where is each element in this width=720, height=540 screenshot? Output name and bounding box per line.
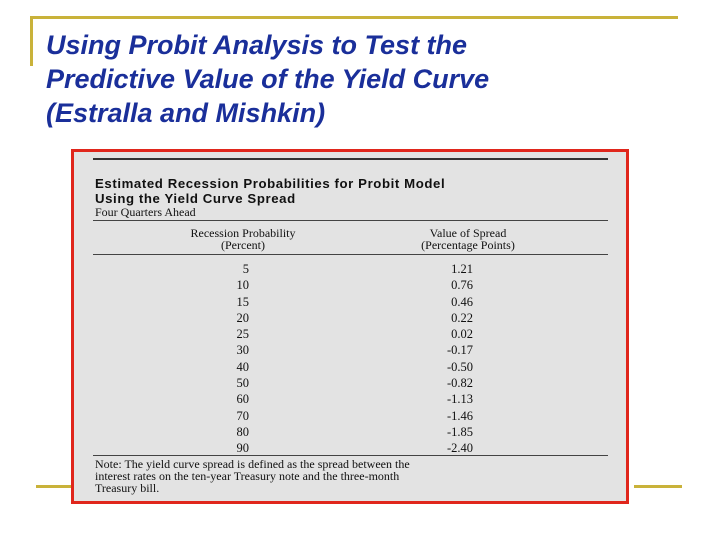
probability-cell: 90 — [236, 441, 250, 456]
probability-cell: 60 — [236, 392, 250, 407]
slide-title-line: Predictive Value of the Yield Curve — [46, 64, 490, 94]
probability-cell: 10 — [236, 278, 250, 293]
probability-cell: 25 — [236, 327, 250, 342]
table-row: 50 -0.82 — [93, 375, 608, 391]
table-note-line: interest rates on the ten-year Treasury … — [95, 469, 400, 483]
slide-title-line: (Estralla and Mishkin) — [46, 98, 326, 128]
column-header-line: Value of Spread — [429, 226, 507, 240]
probability-cell: 40 — [236, 359, 250, 374]
spread-cell: 0.22 — [451, 310, 473, 325]
spread-cell: -0.50 — [446, 359, 473, 374]
bottom-right-accent-line — [634, 485, 682, 488]
table-subtitle: Four Quarters Ahead — [95, 205, 196, 219]
spread-cell: 1.21 — [451, 262, 473, 276]
probability-cell: 5 — [242, 262, 249, 276]
table-row: 90 -2.40 — [93, 440, 608, 456]
probability-cell: 80 — [236, 424, 250, 439]
table-row: 30 -0.17 — [93, 342, 608, 358]
table-column-header-rule — [93, 254, 608, 255]
column-header-line: Recession Probability — [190, 226, 296, 240]
probability-cell: 20 — [236, 310, 250, 325]
bottom-left-accent-line — [36, 485, 72, 488]
spread-cell: -0.82 — [446, 376, 473, 391]
spread-cell: 0.02 — [451, 327, 473, 342]
spread-cell: 0.76 — [451, 278, 473, 293]
table-row: 60 -1.13 — [93, 391, 608, 407]
spread-cell: -1.46 — [446, 408, 473, 423]
table-row: 5 1.21 — [93, 261, 608, 277]
spread-cell: -2.40 — [446, 441, 473, 456]
table-row: 15 0.46 — [93, 294, 608, 310]
spread-cell: 0.46 — [451, 294, 473, 309]
column-header-spread: Value of Spread (Percentage Points) — [383, 227, 553, 251]
spread-cell: -1.85 — [446, 424, 473, 439]
table-title: Estimated Recession Probabilities for Pr… — [95, 176, 605, 206]
table-note: Note: The yield curve spread is defined … — [95, 458, 595, 494]
top-accent-line — [30, 16, 678, 19]
table-row: 10 0.76 — [93, 277, 608, 293]
table-title-line: Using the Yield Curve Spread — [95, 191, 296, 206]
table-row: 25 0.02 — [93, 326, 608, 342]
spread-cell: -1.13 — [446, 392, 473, 407]
table-note-line: Note: The yield curve spread is defined … — [95, 457, 410, 471]
table-note-line: Treasury bill. — [95, 481, 160, 495]
column-header-line: (Percentage Points) — [421, 238, 515, 252]
table-row: 20 0.22 — [93, 310, 608, 326]
table-title-line: Estimated Recession Probabilities for Pr… — [95, 176, 446, 191]
table-row: 80 -1.85 — [93, 424, 608, 440]
probability-cell: 30 — [236, 343, 250, 358]
column-header-line: (Percent) — [221, 238, 265, 252]
table-row: 40 -0.50 — [93, 359, 608, 375]
table-body: 5 1.21 10 0.76 15 0.46 20 0.22 25 0.02 30 -0.17 40 -0… — [93, 261, 608, 457]
column-header-probability: Recession Probability (Percent) — [153, 227, 333, 251]
probability-cell: 15 — [236, 294, 250, 309]
table-header-rule — [93, 220, 608, 221]
left-accent-line — [30, 16, 33, 66]
recession-probability-table: Estimated Recession Probabilities for Pr… — [93, 152, 608, 501]
table-image-frame: Estimated Recession Probabilities for Pr… — [71, 149, 629, 504]
slide-title-line: Using Probit Analysis to Test the — [46, 30, 468, 60]
spread-cell: -0.17 — [446, 343, 473, 358]
slide-title: Using Probit Analysis to Test the Predic… — [46, 28, 686, 130]
probability-cell: 50 — [236, 376, 250, 391]
table-row: 70 -1.46 — [93, 408, 608, 424]
probability-cell: 70 — [236, 408, 250, 423]
table-bottom-rule — [93, 455, 608, 456]
table-top-rule — [93, 158, 608, 160]
